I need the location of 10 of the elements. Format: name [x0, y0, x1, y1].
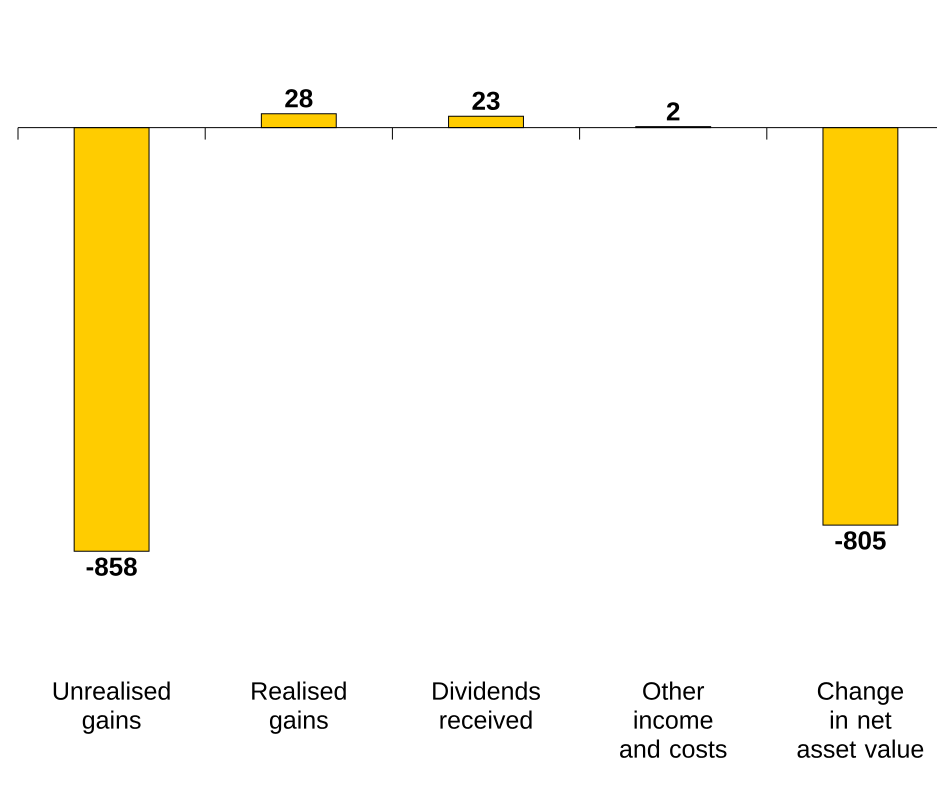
x-tick-label: Dividends received — [433, 682, 540, 729]
x-tick-label: Realised gains — [252, 682, 346, 734]
data-label: -858 — [86, 557, 137, 576]
data-label: -805 — [835, 531, 886, 550]
data-label: 2 — [666, 102, 680, 120]
data-label: 23 — [472, 92, 500, 110]
x-tick-label: Unrealised gains — [54, 682, 170, 734]
x-tick-label: Other income and costs — [620, 682, 726, 758]
data-label: 28 — [285, 89, 312, 108]
x-tick-label: Change in net asset value — [798, 682, 924, 758]
